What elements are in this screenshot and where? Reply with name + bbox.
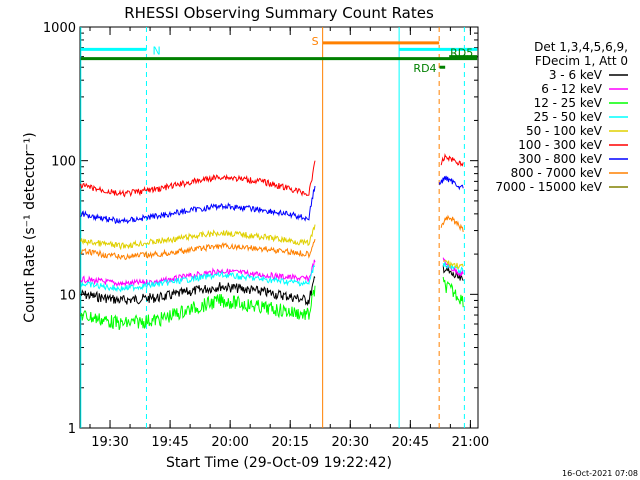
- annotation-label-s: S: [312, 35, 319, 48]
- series-line: [80, 259, 316, 287]
- y-tick-label: 10: [59, 288, 76, 303]
- legend-label: 12 - 25 keV: [534, 96, 603, 110]
- x-tick-label: 20:15: [271, 435, 308, 450]
- legend-label: 300 - 800 keV: [518, 152, 602, 166]
- series-line: [80, 224, 316, 251]
- annotation-label-rd4: RD4: [413, 62, 436, 75]
- legend-label: 100 - 300 keV: [518, 138, 602, 152]
- legend-label: 7000 - 15000 keV: [495, 180, 602, 194]
- legend-label: 800 - 7000 keV: [511, 166, 603, 180]
- series-line: [80, 264, 315, 293]
- legend-label: 3 - 6 keV: [549, 68, 603, 82]
- y-tick-label: 1000: [43, 21, 76, 36]
- footer-timestamp: 16-Oct-2021 07:08: [562, 469, 638, 478]
- legend-header: FDecim 1, Att 0: [535, 54, 628, 68]
- x-tick-label: 21:00: [452, 435, 489, 450]
- x-tick-label: 19:30: [91, 435, 128, 450]
- series-line: [442, 257, 464, 278]
- annotation-label-n: N: [152, 44, 160, 57]
- x-tick-label: 20:45: [392, 435, 429, 450]
- y-axis-label: Count Rate (s⁻¹ detector⁻¹): [22, 132, 38, 322]
- series-line: [80, 275, 316, 307]
- y-tick-label: 1: [68, 422, 76, 437]
- series-line: [442, 276, 464, 308]
- series-line: [440, 153, 464, 167]
- series-line: [80, 160, 316, 198]
- plot-frame: [79, 26, 479, 429]
- chart-title: RHESSI Observing Summary Count Rates: [124, 4, 434, 22]
- series-line: [80, 185, 316, 225]
- annotation-label-rd5: RD5: [450, 47, 473, 60]
- series-line: [80, 238, 316, 261]
- legend-label: 25 - 50 keV: [534, 110, 603, 124]
- x-tick-label: 20:00: [211, 435, 248, 450]
- x-tick-label: 20:30: [332, 435, 369, 450]
- series-line: [442, 259, 464, 270]
- y-tick-label: 100: [51, 155, 76, 170]
- x-tick-label: 19:45: [151, 435, 188, 450]
- legend-label: 50 - 100 keV: [526, 124, 603, 138]
- series-line: [80, 285, 316, 331]
- series-line: [442, 265, 464, 281]
- series-line: [438, 175, 464, 191]
- series-line: [440, 214, 464, 233]
- series-line: [442, 262, 464, 275]
- legend-label: 6 - 12 keV: [541, 82, 603, 96]
- x-axis-label: Start Time (29-Oct-09 19:22:42): [166, 455, 392, 471]
- legend-header: Det 1,3,4,5,6,9,: [534, 40, 628, 54]
